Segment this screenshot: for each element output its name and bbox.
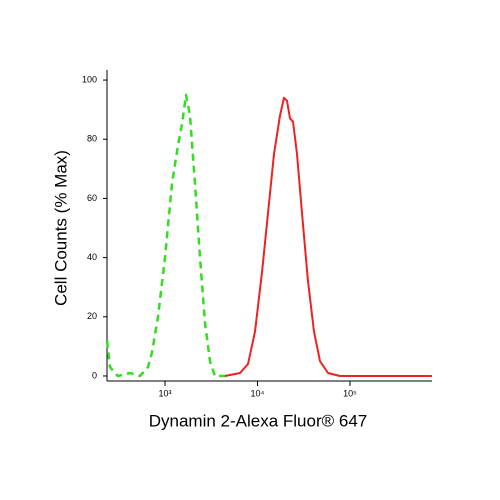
y-axis-title: Cell Counts (% Max) <box>51 150 70 306</box>
x-tick-label: 10⁵ <box>343 388 357 398</box>
x-axis-title: Dynamin 2-Alexa Fluor® 647 <box>149 411 368 430</box>
y-tick-label: 40 <box>87 252 97 262</box>
x-tick-label: 10⁴ <box>251 388 265 398</box>
y-tick-label: 100 <box>82 74 97 84</box>
y-tick-label: 60 <box>87 193 97 203</box>
series-line <box>105 93 230 378</box>
x-tick-label: 10³ <box>158 388 171 398</box>
y-tick-label: 0 <box>92 370 97 380</box>
series-line <box>224 96 432 377</box>
y-tick-label: 20 <box>87 311 97 321</box>
y-tick-label: 80 <box>87 134 97 144</box>
